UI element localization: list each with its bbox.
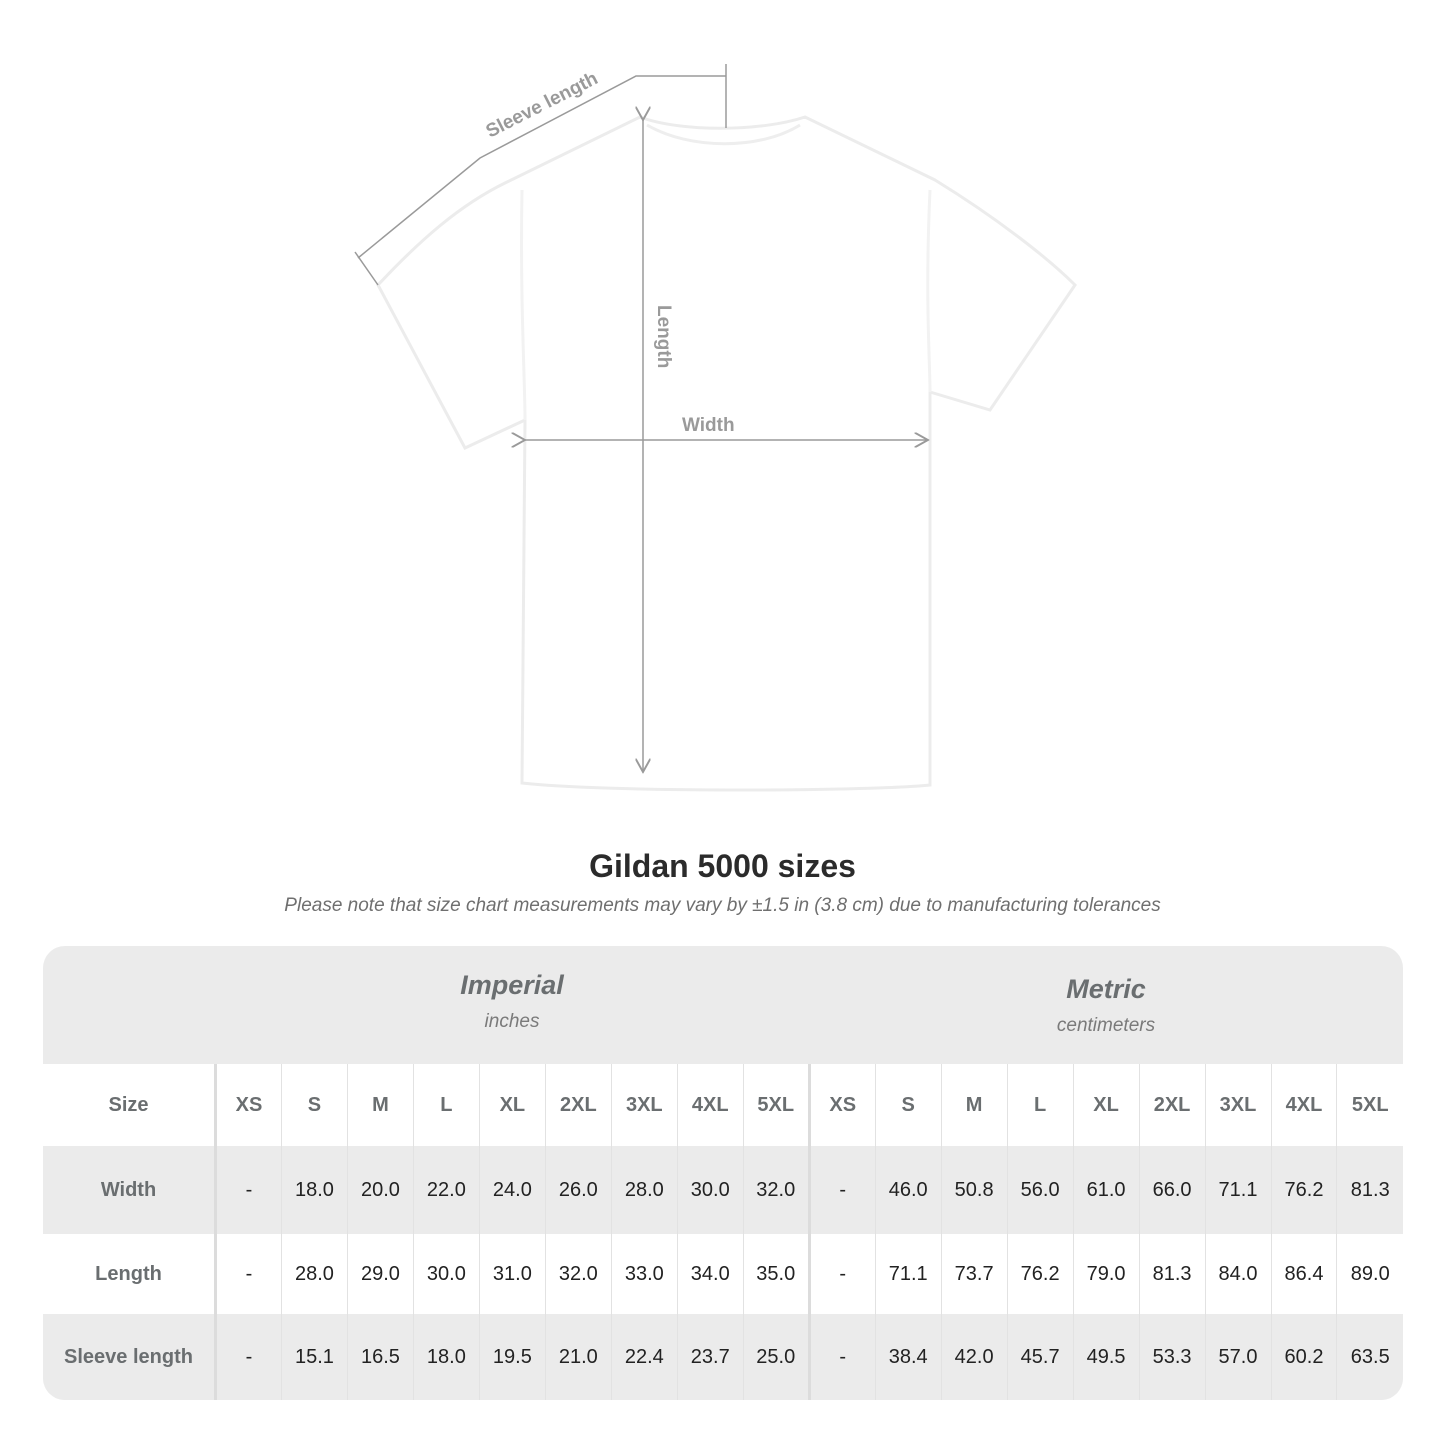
imperial-size-2xl: 2XL: [544, 1064, 612, 1146]
imperial-size-xs: XS: [215, 1064, 282, 1146]
metric-size-m: M: [940, 1064, 1008, 1146]
imperial-value: 22.0: [412, 1146, 480, 1234]
imperial-value: 35.0: [742, 1234, 810, 1314]
table-row-length: Length -28.0 29.0 30.0 31.0 32.0 33.0 34.0 35.0-…: [43, 1234, 1403, 1314]
metric-value: 86.4: [1270, 1234, 1337, 1314]
tshirt-shape: [376, 115, 1077, 792]
metric-size-2xl: 2XL: [1138, 1064, 1206, 1146]
metric-value: -: [807, 1314, 876, 1400]
imperial-title: Imperial: [460, 970, 564, 1000]
metric-value: 63.5: [1336, 1314, 1403, 1400]
imperial-value: 24.0: [478, 1146, 546, 1234]
imperial-size-xl: XL: [478, 1064, 546, 1146]
imperial-size-3xl: 3XL: [610, 1064, 678, 1146]
metric-header: Metric centimeters: [809, 946, 1403, 1092]
imperial-value: 30.0: [412, 1234, 480, 1314]
metric-size-4xl: 4XL: [1270, 1064, 1337, 1146]
metric-value: 71.1: [1204, 1146, 1271, 1234]
imperial-value: 33.0: [610, 1234, 678, 1314]
metric-value: 61.0: [1072, 1146, 1140, 1234]
imperial-value: 26.0: [544, 1146, 612, 1234]
metric-value: 73.7: [940, 1234, 1008, 1314]
width-label: Width: [682, 415, 735, 436]
metric-value: -: [807, 1146, 876, 1234]
tolerance-note: Please note that size chart measurements…: [284, 895, 1161, 916]
metric-value: 89.0: [1336, 1234, 1403, 1314]
metric-size-5xl: 5XL: [1336, 1064, 1403, 1146]
imperial-value: 34.0: [676, 1234, 744, 1314]
metric-size-xs: XS: [807, 1064, 876, 1146]
imperial-value: 19.5: [478, 1314, 546, 1400]
metric-size-xl: XL: [1072, 1064, 1140, 1146]
metric-value: 71.1: [874, 1234, 942, 1314]
imperial-unit: inches: [484, 1011, 540, 1032]
table-row-width: Width -18.0 20.0 22.0 24.0 26.0 28.0 30.0 32.0-4…: [43, 1146, 1403, 1234]
metric-value: 45.7: [1006, 1314, 1074, 1400]
metric-value: 60.2: [1270, 1314, 1337, 1400]
metric-value: 76.2: [1270, 1146, 1337, 1234]
metric-size-3xl: 3XL: [1204, 1064, 1271, 1146]
metric-size-s: S: [874, 1064, 942, 1146]
row-label: Sleeve length: [43, 1314, 217, 1400]
imperial-value: -: [215, 1314, 282, 1400]
metric-value: 49.5: [1072, 1314, 1140, 1400]
sleeve-length-label: Sleeve length: [483, 68, 602, 142]
metric-title: Metric: [1066, 974, 1146, 1004]
metric-value: 38.4: [874, 1314, 942, 1400]
imperial-size-4xl: 4XL: [676, 1064, 744, 1146]
size-table-panel: Imperial inches Metric centimeters Size X…: [43, 946, 1403, 1400]
metric-value: 84.0: [1204, 1234, 1271, 1314]
imperial-value: 20.0: [346, 1146, 414, 1234]
imperial-value: 22.4: [610, 1314, 678, 1400]
imperial-value: 21.0: [544, 1314, 612, 1400]
imperial-value: 30.0: [676, 1146, 744, 1234]
imperial-value: 32.0: [544, 1234, 612, 1314]
size-table: Size XS S M L XL 2XL 3XL 4XL 5XL XS S M L XL 2XL 3XL 4XL 5…: [43, 1064, 1403, 1400]
page-title: Gildan 5000 sizes: [589, 848, 856, 884]
imperial-value: 16.5: [346, 1314, 414, 1400]
tshirt-diagram: Sleeve length Length Width: [354, 64, 1077, 792]
imperial-size-5xl: 5XL: [742, 1064, 810, 1146]
metric-value: 79.0: [1072, 1234, 1140, 1314]
imperial-size-l: L: [412, 1064, 480, 1146]
imperial-value: 31.0: [478, 1234, 546, 1314]
imperial-value: -: [215, 1146, 282, 1234]
imperial-value: 28.0: [280, 1234, 348, 1314]
row-label: Width: [43, 1146, 217, 1234]
imperial-size-s: S: [280, 1064, 348, 1146]
imperial-value: 25.0: [742, 1314, 810, 1400]
imperial-value: 23.7: [676, 1314, 744, 1400]
metric-value: 53.3: [1138, 1314, 1206, 1400]
length-label: Length: [653, 305, 674, 368]
metric-value: 81.3: [1336, 1146, 1403, 1234]
imperial-value: 32.0: [742, 1146, 810, 1234]
metric-value: 76.2: [1006, 1234, 1074, 1314]
metric-value: 66.0: [1138, 1146, 1206, 1234]
sleeve-length-measure: [354, 64, 727, 286]
imperial-value: 18.0: [412, 1314, 480, 1400]
metric-value: 46.0: [874, 1146, 942, 1234]
imperial-value: 29.0: [346, 1234, 414, 1314]
imperial-size-m: M: [346, 1064, 414, 1146]
metric-value: 57.0: [1204, 1314, 1271, 1400]
imperial-value: -: [215, 1234, 282, 1314]
imperial-header: Imperial inches: [215, 946, 809, 1088]
imperial-value: 15.1: [280, 1314, 348, 1400]
size-header-row: Size XS S M L XL 2XL 3XL 4XL 5XL XS S M L XL 2XL 3XL 4XL 5…: [43, 1064, 1403, 1146]
size-header-label: Size: [43, 1064, 217, 1146]
metric-value: 56.0: [1006, 1146, 1074, 1234]
table-row-sleeve-length: Sleeve length -15.1 16.5 18.0 19.5 21.0 22.4 23…: [43, 1314, 1403, 1400]
imperial-value: 28.0: [610, 1146, 678, 1234]
row-label: Length: [43, 1234, 217, 1314]
metric-value: -: [807, 1234, 876, 1314]
metric-value: 42.0: [940, 1314, 1008, 1400]
imperial-value: 18.0: [280, 1146, 348, 1234]
metric-value: 50.8: [940, 1146, 1008, 1234]
metric-unit: centimeters: [1056, 1015, 1156, 1036]
metric-value: 81.3: [1138, 1234, 1206, 1314]
metric-size-l: L: [1006, 1064, 1074, 1146]
